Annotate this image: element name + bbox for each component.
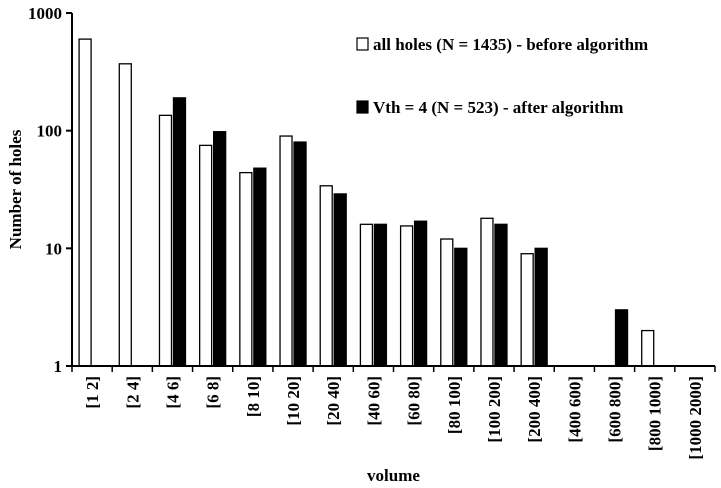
y-tick-label: 1 <box>54 357 63 376</box>
bar-after-algorithm <box>293 141 307 367</box>
bar-after-algorithm <box>333 193 347 367</box>
bar-before-algorithm <box>118 63 132 367</box>
x-tick-label: [60 80] <box>405 376 424 426</box>
y-axis-ticks: 1 10 100 1000 <box>28 4 72 376</box>
bar-before-algorithm <box>319 185 333 367</box>
bar-after-algorithm <box>534 247 548 367</box>
x-tick-label: [6 8] <box>204 376 223 409</box>
y-tick-label: 10 <box>45 239 62 258</box>
x-axis-ticks: [1 2] [2 4] [4 6] [6 8] [8 10] [10 20] [20 40]… <box>71 366 716 460</box>
legend: all holes (N = 1435) - before algorithm … <box>356 35 648 117</box>
x-axis-title: volume <box>367 466 420 485</box>
y-tick-label: 1000 <box>28 4 62 23</box>
bar-after-algorithm <box>454 247 468 367</box>
bar-before-algorithm <box>158 114 173 367</box>
x-tick-label: [600 800] <box>606 376 625 443</box>
bar-before-algorithm <box>279 135 293 367</box>
bar-after-algorithm <box>172 97 187 367</box>
legend-swatch-all-holes <box>356 37 369 51</box>
bar-before-algorithm <box>239 171 253 367</box>
bar-before-algorithm <box>359 223 374 367</box>
x-tick-label: [800 1000] <box>646 376 665 451</box>
bar-after-algorithm <box>253 167 267 367</box>
y-tick-label: 100 <box>37 122 63 141</box>
bar-after-algorithm <box>413 220 428 367</box>
legend-label-vth: Vth = 4 (N = 523) - after algorithm <box>373 98 623 117</box>
x-tick-label: [200 400] <box>525 376 544 443</box>
bar-after-algorithm <box>614 309 629 367</box>
bar-after-algorithm <box>494 223 508 367</box>
x-tick-label: [1000 2000] <box>686 376 705 460</box>
x-tick-label: [100 200] <box>485 376 504 443</box>
bar-before-algorithm <box>199 144 213 367</box>
bar-before-algorithm <box>641 329 655 367</box>
x-tick-label: [40 60] <box>364 376 383 426</box>
bar-after-algorithm <box>373 223 388 367</box>
bars <box>78 38 655 367</box>
bar-before-algorithm <box>399 225 414 367</box>
y-axis-title: Number of holes <box>6 129 25 249</box>
bar-before-algorithm <box>440 238 454 367</box>
x-tick-label: [400 600] <box>565 376 584 443</box>
bar-before-algorithm <box>78 38 92 367</box>
x-tick-label: [1 2] <box>83 376 102 409</box>
x-tick-label: [10 20] <box>284 376 303 426</box>
bar-before-algorithm <box>480 217 494 367</box>
x-tick-label: [4 6] <box>163 376 182 409</box>
x-tick-label: [8 10] <box>244 376 263 417</box>
x-tick-label: [2 4] <box>123 376 142 409</box>
bar-after-algorithm <box>213 131 227 367</box>
legend-label-all-holes: all holes (N = 1435) - before algorithm <box>373 35 648 54</box>
legend-swatch-vth <box>356 100 369 114</box>
bar-before-algorithm <box>520 253 534 367</box>
x-tick-label: [80 100] <box>445 376 464 434</box>
x-tick-label: [20 40] <box>324 376 343 426</box>
